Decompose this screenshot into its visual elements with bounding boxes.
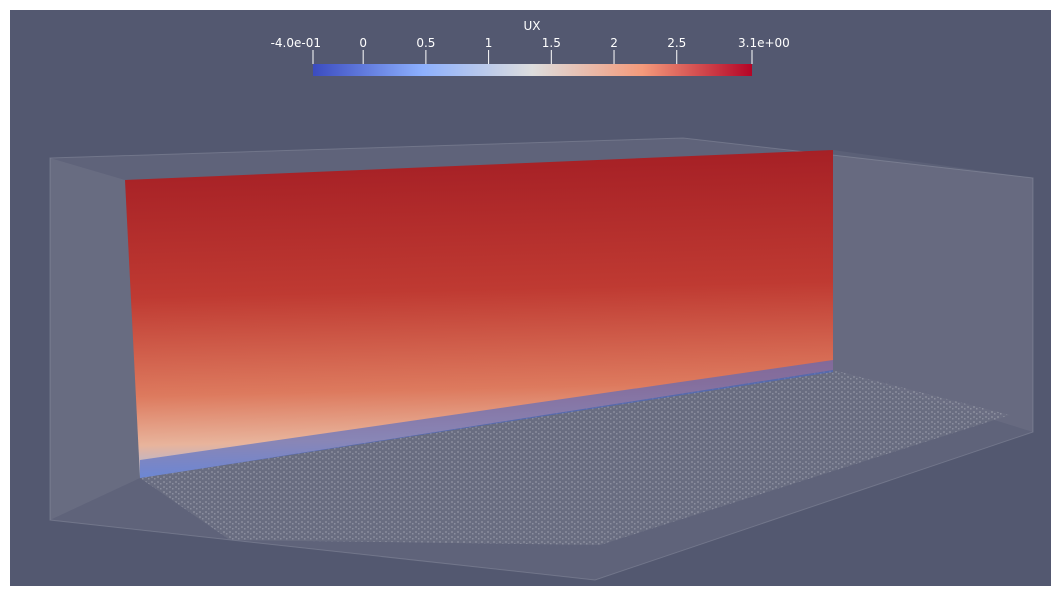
tick-label: 0 bbox=[359, 36, 367, 50]
tick-label: 1.5 bbox=[542, 36, 561, 50]
tick-label: -4.0e-01 bbox=[271, 36, 321, 50]
tick-label: 2 bbox=[610, 36, 618, 50]
tick-label: 2.5 bbox=[667, 36, 686, 50]
tick-label: 3.1e+00 bbox=[738, 36, 790, 50]
colorbar-title: UX bbox=[523, 19, 540, 33]
render-view: UX -4.0e-01 0 0.5 1 1.5 2 2.5 3.1e+00 bbox=[0, 0, 1061, 594]
page: {"colorbar": {"title": "UX", "ticks": [ … bbox=[0, 0, 1061, 594]
colorbar bbox=[313, 64, 752, 76]
box-face-left bbox=[50, 158, 140, 520]
tick-label: 1 bbox=[485, 36, 493, 50]
tick-label: 0.5 bbox=[416, 36, 435, 50]
